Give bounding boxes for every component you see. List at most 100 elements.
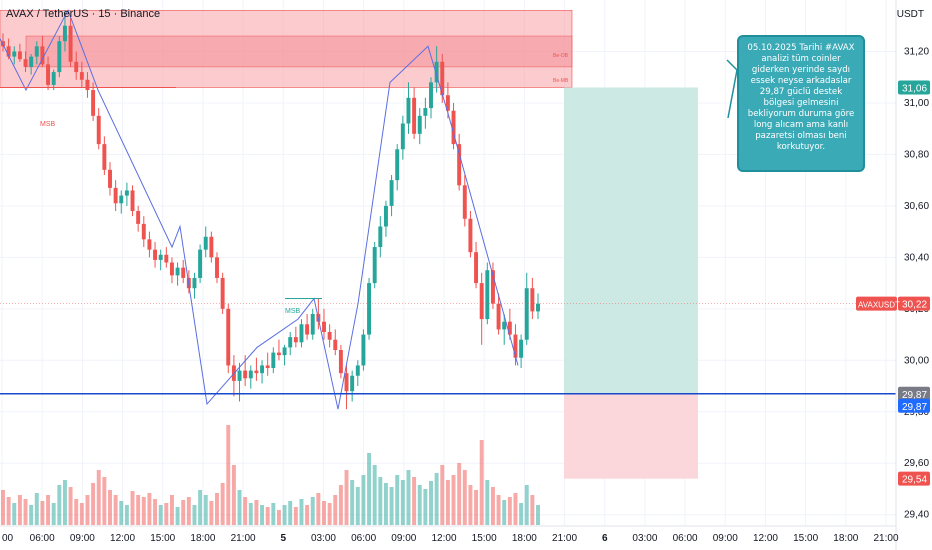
symbol-label: AVAXUSDT — [858, 301, 900, 310]
candle-body-61 — [344, 373, 349, 392]
candle-body-51 — [288, 337, 293, 348]
candle-body-13 — [74, 61, 79, 73]
candle-body-95 — [536, 303, 540, 312]
long-stop-zone — [564, 393, 698, 479]
volume-bar-15 — [85, 495, 90, 525]
volume-bar-11 — [62, 480, 67, 525]
time-tick-0: 00 — [2, 533, 14, 544]
candle-body-5 — [29, 56, 34, 67]
candle-body-28 — [158, 254, 163, 260]
volume-bar-66 — [372, 465, 377, 525]
price-axis[interactable]: 31,2031,0030,8030,6030,4030,2030,0029,80… — [856, 0, 930, 550]
volume-bar-13 — [74, 499, 79, 525]
volume-bar-8 — [46, 495, 51, 525]
volume-bar-81 — [457, 463, 462, 525]
volume-bar-92 — [519, 503, 524, 525]
volume-bar-46 — [260, 505, 265, 525]
volume-bar-67 — [378, 477, 383, 525]
volume-bar-82 — [462, 470, 467, 525]
volume-bar-43 — [243, 497, 248, 525]
candle-body-39 — [220, 277, 225, 309]
volume-bar-56 — [316, 493, 321, 525]
volume-bar-20 — [113, 495, 118, 525]
volume-bar-71 — [400, 480, 405, 525]
time-tick-17: 06:00 — [673, 533, 698, 544]
volume-bar-28 — [158, 505, 163, 525]
volume-bar-53 — [299, 499, 304, 525]
volume-bar-55 — [310, 497, 315, 525]
volume-bar-51 — [288, 501, 293, 525]
price-label-bg-1 — [898, 296, 930, 311]
candle-body-34 — [192, 277, 197, 289]
time-tick-21: 18:00 — [833, 533, 858, 544]
volume-bar-10 — [57, 485, 62, 525]
candle-body-16 — [91, 90, 96, 116]
candle-body-53 — [299, 324, 304, 343]
candle-body-49 — [276, 352, 281, 356]
candle-body-88 — [496, 303, 501, 330]
candle-body-29 — [164, 254, 169, 263]
volume-bar-1 — [6, 497, 11, 525]
time-tick-1: 06:00 — [30, 533, 55, 544]
volume-bar-35 — [198, 490, 203, 525]
analysis-note[interactable]: 05.10.2025 Tarihi #AVAX analizi tüm coin… — [737, 35, 865, 172]
volume-bar-38 — [215, 493, 219, 525]
volume-bar-48 — [271, 503, 276, 525]
volume-bar-41 — [231, 465, 236, 525]
candle-body-92 — [519, 339, 524, 358]
candle-body-20 — [113, 187, 118, 204]
volume-bar-22 — [124, 505, 129, 525]
candle-body-22 — [124, 190, 129, 196]
volume-bar-63 — [355, 487, 360, 525]
time-tick-6: 21:00 — [231, 533, 256, 544]
candle-body-90 — [507, 321, 512, 335]
zone-label-top: Be-OB — [553, 53, 569, 59]
candle-body-69 — [389, 180, 394, 206]
time-tick-12: 15:00 — [472, 533, 497, 544]
candle-body-27 — [153, 249, 158, 260]
volume-bar-86 — [485, 480, 490, 525]
time-tick-11: 12:00 — [431, 533, 456, 544]
candle-body-7 — [40, 46, 45, 65]
volume-bar-7 — [40, 501, 45, 525]
volume-bar-85 — [479, 440, 484, 525]
candle-body-24 — [136, 211, 141, 224]
candle-body-85 — [479, 283, 484, 320]
candle-body-82 — [462, 185, 467, 219]
candle-body-11 — [62, 25, 67, 42]
candle-body-14 — [79, 72, 84, 80]
msb-mid-label: MSB — [285, 308, 301, 315]
time-tick-14: 21:00 — [552, 533, 577, 544]
candle-body-89 — [502, 321, 507, 330]
volume-bar-23 — [130, 491, 135, 525]
candle-body-36 — [203, 236, 208, 250]
candle-body-94 — [530, 288, 535, 312]
volume-bar-30 — [169, 495, 174, 525]
supply-zone — [0, 9, 573, 88]
candle-body-17 — [96, 115, 101, 145]
candle-body-91 — [513, 334, 518, 358]
volume-bars — [1, 425, 540, 525]
candle-body-23 — [130, 190, 135, 212]
candle-body-4 — [23, 59, 28, 67]
volume-bar-17 — [96, 470, 101, 525]
currency-label[interactable]: USDT — [896, 9, 924, 20]
time-tick-9: 06:00 — [351, 533, 376, 544]
volume-bar-87 — [490, 487, 495, 525]
price-label-2: 29,87 — [902, 390, 927, 401]
candle-body-77 — [434, 61, 439, 83]
volume-bar-45 — [254, 500, 259, 525]
volume-bar-95 — [536, 505, 540, 525]
volume-bar-65 — [367, 453, 372, 525]
candle-body-30 — [169, 262, 174, 276]
volume-bar-42 — [237, 490, 242, 525]
time-tick-19: 12:00 — [753, 533, 778, 544]
candle-body-74 — [417, 115, 422, 134]
candle-body-67 — [378, 226, 383, 248]
zigzag-line — [0, 9, 519, 410]
time-axis[interactable]: 00 06:00 09:00 12:00 15:00 18:00 21:00 5 03:00 06… — [0, 525, 899, 544]
price-tick-2: 30,80 — [904, 149, 929, 160]
price-tick-8: 29,60 — [904, 458, 929, 469]
candle-body-19 — [108, 169, 112, 188]
